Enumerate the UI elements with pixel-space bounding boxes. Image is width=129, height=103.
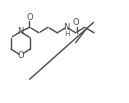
Text: N: N bbox=[63, 23, 70, 32]
Text: O: O bbox=[26, 13, 33, 22]
Text: O: O bbox=[72, 18, 79, 27]
Text: N: N bbox=[17, 27, 24, 36]
Text: H: H bbox=[64, 30, 70, 37]
Text: O: O bbox=[17, 51, 24, 60]
